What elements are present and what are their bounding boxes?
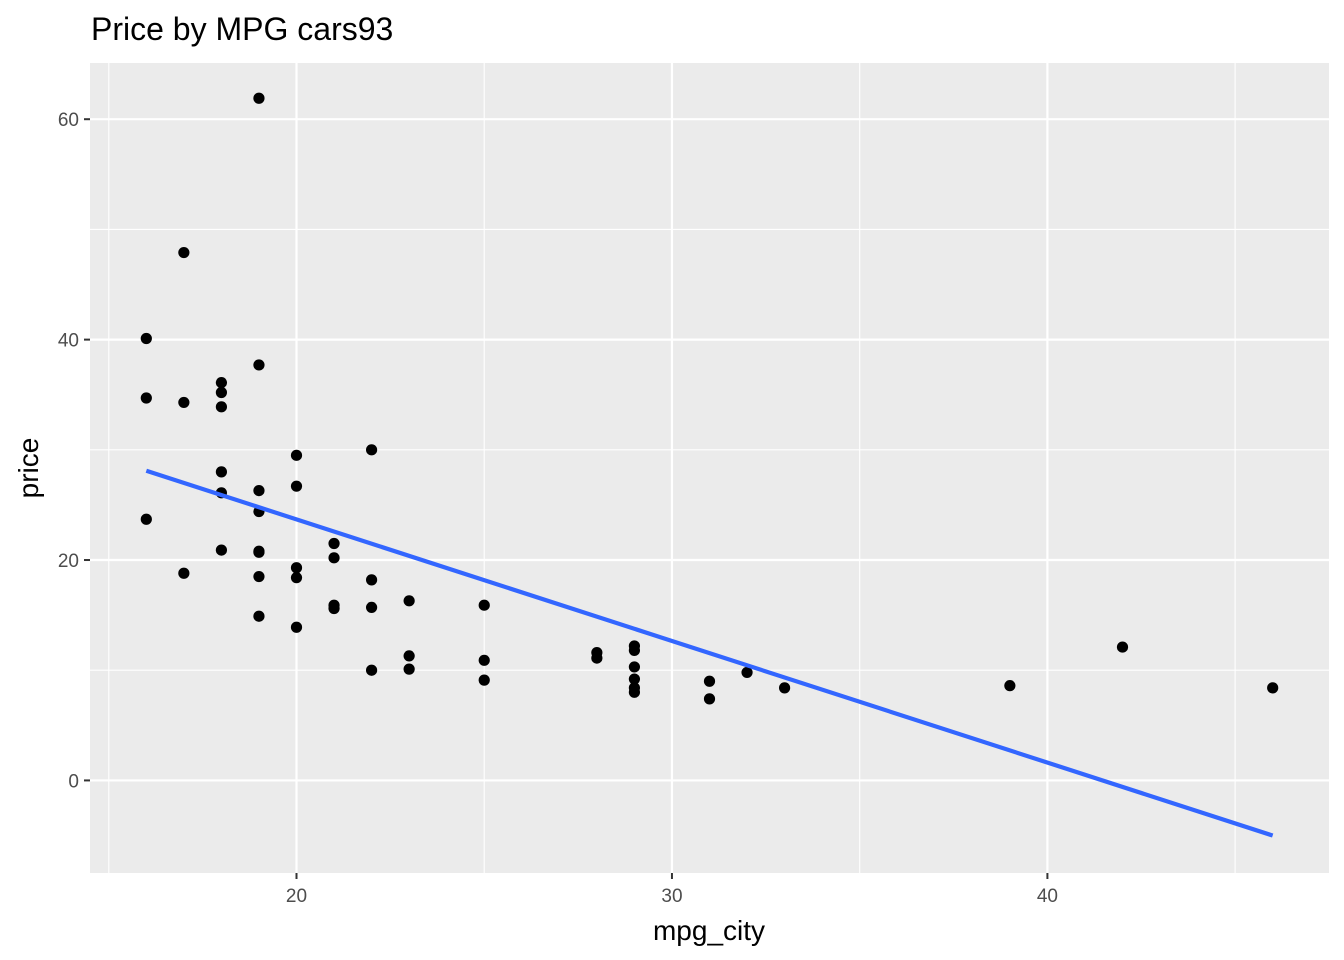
data-point — [365, 574, 378, 586]
data-point — [328, 602, 340, 615]
data-point — [703, 693, 716, 705]
data-point — [328, 552, 340, 564]
data-point — [140, 332, 152, 345]
plot-panel — [90, 63, 1329, 873]
data-point — [253, 92, 265, 104]
y-tick-label: 20 — [58, 551, 79, 572]
x-tick-label: 40 — [1037, 886, 1058, 907]
y-axis-label: price — [13, 438, 44, 499]
data-point — [628, 661, 641, 673]
data-point — [290, 480, 303, 492]
data-point — [253, 546, 265, 558]
trend-line-group — [145, 468, 1274, 838]
data-point — [365, 444, 378, 456]
data-point — [215, 466, 228, 478]
data-point — [1116, 641, 1129, 653]
data-point — [328, 537, 340, 550]
data-points — [140, 92, 1279, 705]
data-point — [478, 654, 490, 666]
data-point — [290, 572, 303, 584]
data-point — [178, 396, 190, 409]
data-point — [1004, 680, 1016, 692]
data-point — [403, 663, 415, 675]
data-point — [253, 359, 265, 371]
trend-line — [145, 468, 1274, 838]
data-point — [628, 673, 641, 685]
data-point — [741, 666, 753, 679]
data-point — [1267, 682, 1279, 694]
data-point — [215, 386, 228, 399]
data-point — [178, 567, 190, 579]
data-point — [215, 544, 228, 556]
data-point — [290, 449, 303, 461]
data-point — [403, 595, 415, 607]
data-point — [778, 682, 791, 694]
axes: 20 30 40 0 20 40 60 — [58, 110, 1058, 907]
data-point — [290, 562, 303, 574]
y-tick-label: 0 — [68, 771, 79, 792]
data-point — [290, 621, 303, 633]
data-point — [365, 664, 378, 676]
data-point — [215, 376, 228, 389]
data-point — [215, 401, 228, 413]
data-point — [253, 610, 265, 622]
data-point — [140, 513, 152, 525]
chart-title: Price by MPG cars93 — [91, 11, 393, 47]
x-tick-label: 20 — [286, 886, 307, 907]
data-point — [140, 392, 152, 404]
data-point — [478, 599, 490, 611]
data-point — [628, 686, 641, 698]
data-point — [178, 246, 190, 259]
data-point — [365, 601, 378, 614]
x-axis-label: mpg_city — [653, 915, 765, 946]
data-point — [403, 650, 415, 662]
data-point — [478, 674, 490, 686]
data-point — [253, 484, 265, 497]
data-point — [703, 675, 716, 687]
x-tick-label: 30 — [661, 886, 682, 907]
data-point — [628, 644, 641, 656]
data-point — [253, 570, 265, 583]
y-tick-label: 40 — [58, 331, 79, 352]
data-point — [591, 652, 603, 664]
y-tick-label: 60 — [58, 110, 79, 131]
